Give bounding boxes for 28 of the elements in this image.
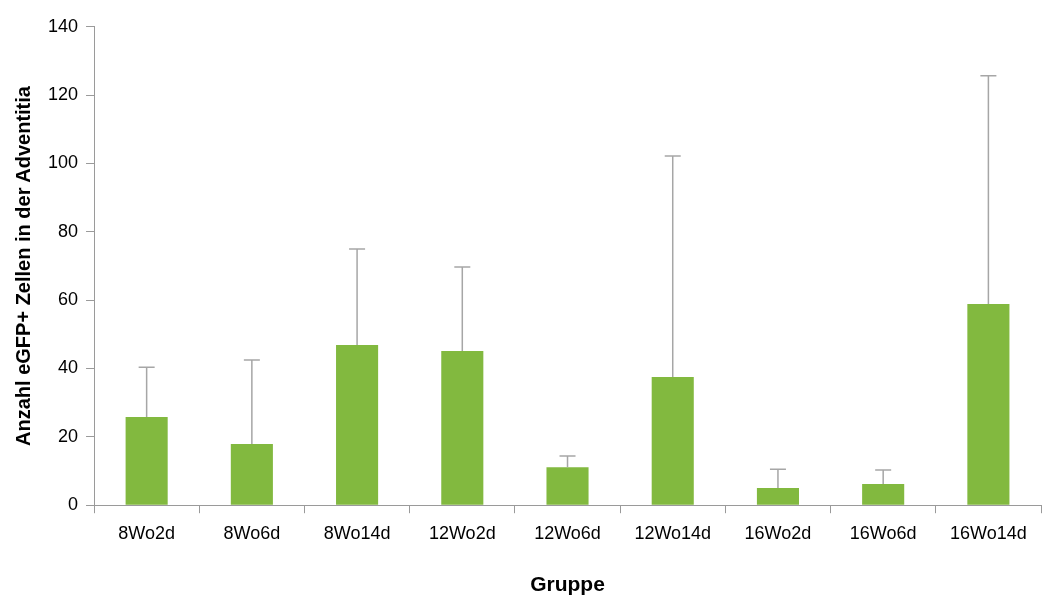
- x-axis-title: Gruppe: [530, 572, 605, 596]
- bar: [546, 467, 589, 505]
- y-tick-label: 140: [47, 15, 79, 36]
- bar: [651, 377, 694, 505]
- x-tick-label: 8Wo6d: [223, 522, 281, 543]
- y-tick-label: 20: [58, 425, 79, 446]
- x-tick-label: 8Wo2d: [118, 522, 175, 543]
- y-tick-label: 0: [68, 494, 79, 515]
- y-tick-label: 100: [47, 152, 79, 173]
- bar: [125, 417, 168, 505]
- y-tick-label: 40: [58, 357, 79, 378]
- x-tick-label: 16Wo6d: [849, 522, 917, 543]
- x-tick-label: 16Wo14d: [950, 522, 1027, 543]
- bar: [862, 484, 905, 505]
- bar: [441, 351, 484, 505]
- x-tick-label: 16Wo2d: [744, 522, 812, 543]
- x-tick-label: 8Wo14d: [323, 522, 391, 543]
- bar: [336, 344, 379, 505]
- x-tick-label: 12Wo6d: [534, 522, 601, 543]
- y-tick-label: 60: [58, 289, 79, 310]
- y-tick-label: 120: [47, 84, 79, 105]
- bar: [230, 444, 273, 505]
- x-tick-label: 12Wo2d: [428, 522, 496, 543]
- bar: [756, 488, 799, 505]
- y-tick-label: 80: [58, 220, 79, 241]
- bar: [967, 303, 1010, 505]
- x-tick-label: 12Wo14d: [634, 522, 712, 543]
- y-axis-title: Anzahl eGFP+ Zellen in der Adventitia: [11, 85, 34, 446]
